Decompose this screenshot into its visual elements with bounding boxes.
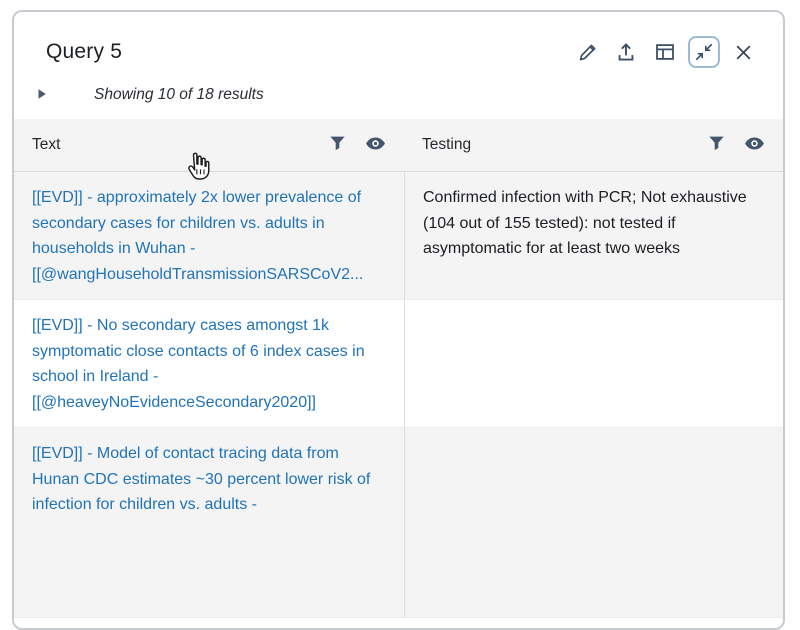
page-title: Query 5 [46,40,123,63]
edit-button[interactable] [571,36,603,68]
table-view-button[interactable] [649,36,681,68]
filter-button[interactable] [327,133,348,157]
eye-icon [744,136,765,154]
result-link[interactable]: [[EVD]] - approximately 2x lower prevale… [32,189,364,283]
results-summary: Showing 10 of 18 results [94,86,264,103]
column-label: Text [32,136,61,153]
export-button[interactable] [610,36,642,68]
table-row: [[EVD]] - approximately 2x lower prevale… [14,172,783,300]
column-header-testing: Testing [404,119,783,171]
table-header: Text Testing [14,119,783,172]
column-label: Testing [422,136,472,153]
filter-icon [329,135,346,155]
toolbar [571,36,759,68]
table-row: [[EVD]] - No secondary cases amongst 1k … [14,300,783,428]
testing-cell [404,300,783,427]
filter-button[interactable] [706,133,727,157]
column-header-text: Text [14,119,404,171]
collapse-button[interactable] [688,36,720,68]
collapse-arrows-icon [695,43,713,61]
close-button[interactable] [727,36,759,68]
upload-icon [616,42,636,62]
chevron-right-icon [37,88,47,103]
query-results-card: Query 5 [12,10,785,630]
result-link[interactable]: [[EVD]] - Model of contact tracing data … [32,445,371,513]
pencil-icon [578,43,597,62]
testing-cell [404,428,783,617]
testing-cell: Confirmed infection with PCR; Not exhaus… [404,172,783,299]
column-visibility-button[interactable] [742,134,767,156]
column-visibility-button[interactable] [363,134,388,156]
results-expand-toggle[interactable] [30,85,54,105]
close-icon [735,44,752,61]
eye-icon [365,136,386,154]
card-header: Query 5 [14,12,783,68]
filter-icon [708,135,725,155]
table-icon [655,42,675,62]
result-link[interactable]: [[EVD]] - No secondary cases amongst 1k … [32,317,365,411]
results-summary-row: Showing 10 of 18 results [14,68,783,105]
table-row: [[EVD]] - Model of contact tracing data … [14,428,783,618]
